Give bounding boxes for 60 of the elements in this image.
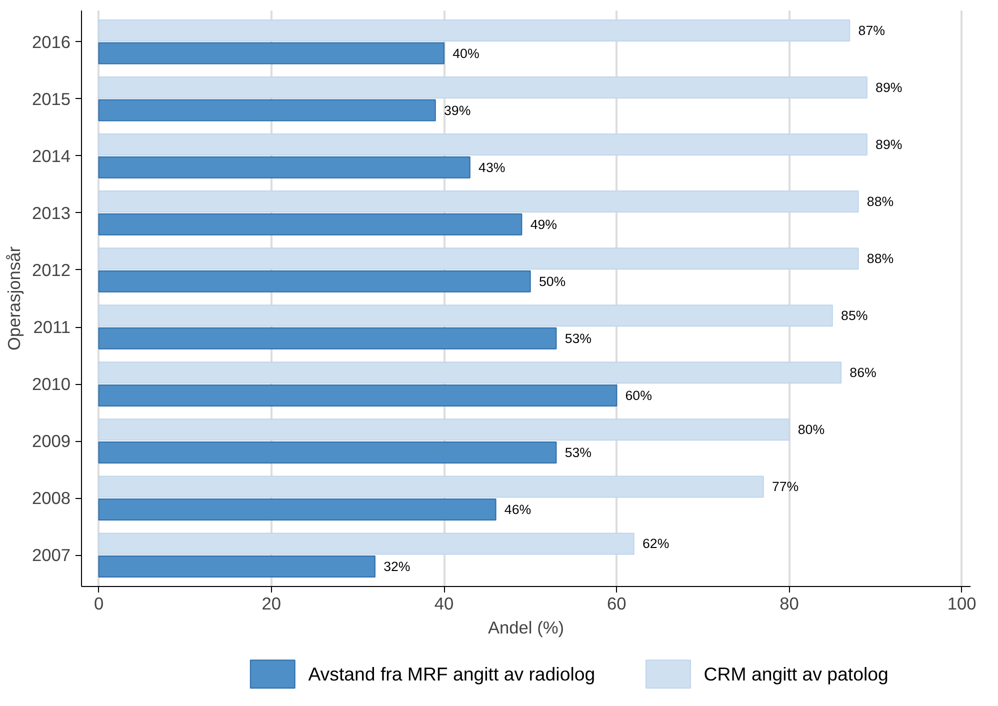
data-label: 80% bbox=[798, 422, 825, 438]
bar bbox=[98, 248, 859, 270]
bar bbox=[98, 418, 790, 441]
data-label: 43% bbox=[478, 160, 506, 175]
data-label: 86% bbox=[850, 365, 876, 380]
data-label: 39% bbox=[444, 102, 471, 118]
bar bbox=[98, 384, 618, 406]
x-axis-title: Andel (%) bbox=[488, 618, 564, 638]
data-label: 85% bbox=[841, 308, 868, 324]
y-tick-label: 2014 bbox=[32, 146, 71, 166]
bar bbox=[98, 304, 833, 327]
bar bbox=[98, 19, 850, 42]
data-label: 88% bbox=[866, 251, 894, 266]
y-tick-label: 2016 bbox=[32, 32, 71, 52]
x-tick-label: 80 bbox=[780, 594, 799, 614]
data-label: 88% bbox=[866, 194, 894, 210]
bar bbox=[98, 156, 470, 178]
legend-label: CRM angitt av patolog bbox=[704, 664, 888, 685]
y-tick-label: 2012 bbox=[32, 260, 71, 280]
bar bbox=[98, 498, 496, 521]
y-tick-label: 2015 bbox=[32, 88, 71, 109]
bar bbox=[98, 556, 376, 578]
x-tick-label: 0 bbox=[94, 594, 104, 614]
legend-label: Avstand fra MRF angitt av radiolog bbox=[308, 664, 596, 685]
data-label: 87% bbox=[858, 22, 886, 38]
data-label: 89% bbox=[876, 137, 902, 152]
data-label: 32% bbox=[384, 559, 410, 574]
bar bbox=[98, 213, 522, 236]
data-label: 60% bbox=[625, 388, 652, 403]
data-label: 53% bbox=[564, 330, 592, 346]
x-tick-label: 40 bbox=[434, 594, 454, 614]
bar bbox=[98, 532, 634, 555]
bar bbox=[98, 134, 868, 156]
x-tick-label: 20 bbox=[262, 594, 282, 614]
y-tick-label: 2009 bbox=[32, 431, 71, 452]
bar bbox=[98, 270, 531, 292]
bar bbox=[98, 76, 868, 98]
x-tick-label: 100 bbox=[947, 594, 976, 614]
bar bbox=[98, 327, 557, 350]
data-label: 89% bbox=[876, 80, 902, 95]
y-tick-label: 2008 bbox=[32, 488, 71, 508]
y-axis-title: Operasjonsår bbox=[4, 246, 24, 351]
y-tick-label: 2013 bbox=[32, 202, 71, 223]
data-label: 77% bbox=[772, 479, 799, 494]
bar bbox=[98, 362, 842, 384]
data-label: 53% bbox=[564, 444, 592, 460]
bar bbox=[98, 476, 764, 498]
bar bbox=[98, 42, 445, 64]
x-tick-label: 60 bbox=[606, 594, 626, 614]
y-tick-label: 2011 bbox=[33, 317, 71, 338]
data-label: 46% bbox=[504, 502, 532, 518]
data-label: 40% bbox=[452, 46, 480, 61]
bar bbox=[98, 441, 557, 464]
y-tick-label: 2010 bbox=[32, 374, 71, 394]
y-tick-label: 2007 bbox=[32, 545, 71, 566]
bar bbox=[98, 190, 859, 213]
data-label: 50% bbox=[538, 274, 566, 289]
bar bbox=[98, 99, 436, 122]
data-label: 62% bbox=[642, 536, 670, 552]
data-label: 49% bbox=[530, 216, 558, 232]
